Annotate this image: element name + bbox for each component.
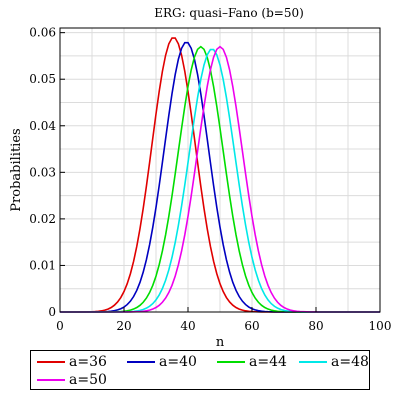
plot-frame — [59, 27, 381, 313]
y-tick-label: 0.04 — [29, 119, 56, 133]
legend-swatch — [217, 361, 245, 363]
y-axis-label: Probabilities — [9, 128, 24, 211]
x-tick-label: 60 — [244, 319, 259, 333]
x-tick-label: 20 — [116, 319, 131, 333]
y-axis: 0 0.01 0.02 0.03 0.04 0.05 0.06 — [29, 26, 65, 319]
x-tick-label: 100 — [369, 319, 392, 333]
legend-item: a=44 — [217, 353, 287, 371]
x-axis-label: n — [216, 335, 225, 350]
legend-label: a=50 — [69, 372, 107, 388]
legend-swatch — [299, 361, 327, 363]
legend-item: a=40 — [127, 353, 197, 371]
y-tick-label: 0 — [48, 305, 56, 319]
legend-label: a=40 — [159, 354, 197, 370]
legend: a=36 a=40 a=44 a=48 a=50 — [30, 350, 370, 390]
legend-swatch — [37, 379, 65, 381]
chart-canvas: ERG: quasi–Fano (b=50) 0 20 40 60 80 100 0 0.0… — [9, 6, 391, 350]
legend-label: a=36 — [69, 354, 107, 370]
chart-title: ERG: quasi–Fano (b=50) — [154, 6, 304, 20]
legend-label: a=44 — [249, 354, 287, 370]
y-tick-label: 0.03 — [29, 165, 56, 179]
x-tick-label: 40 — [180, 319, 195, 333]
legend-item: a=50 — [37, 371, 107, 389]
legend-swatch — [127, 361, 155, 363]
legend-item: a=36 — [37, 353, 107, 371]
legend-label: a=48 — [331, 354, 369, 370]
x-tick-label: 80 — [308, 319, 323, 333]
y-tick-label: 0.01 — [29, 258, 56, 272]
x-axis: 0 20 40 60 80 100 — [56, 307, 391, 333]
legend-item: a=48 — [299, 353, 369, 371]
x-tick-label: 0 — [56, 319, 64, 333]
y-tick-label: 0.06 — [29, 26, 56, 40]
y-tick-label: 0.02 — [29, 212, 56, 226]
y-tick-label: 0.05 — [29, 72, 56, 86]
legend-swatch — [37, 361, 65, 363]
